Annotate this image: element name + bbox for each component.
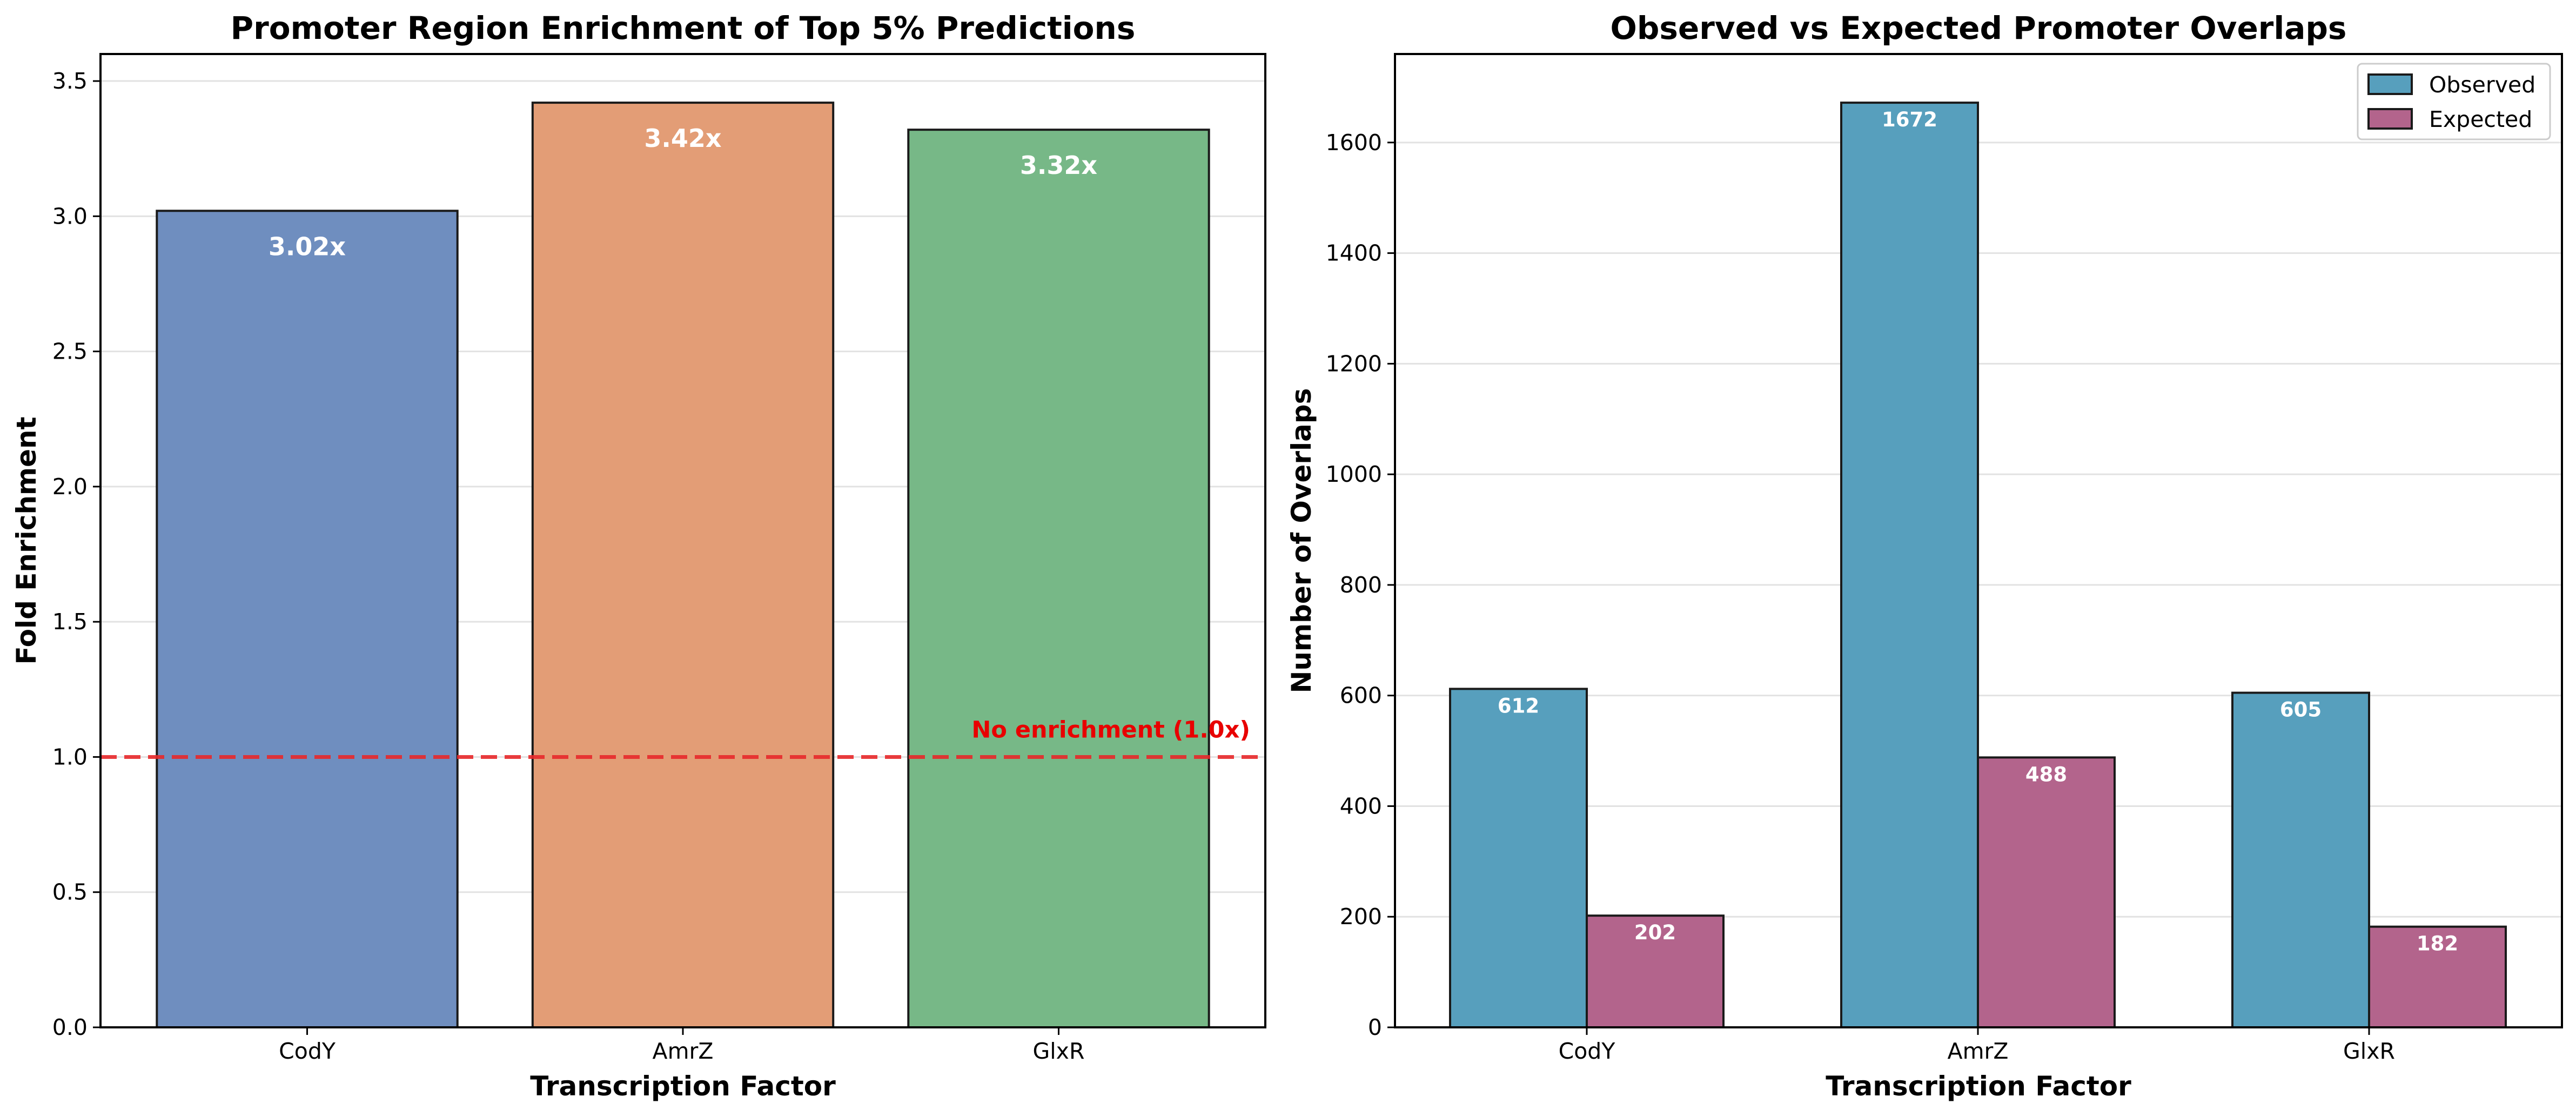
left-y-tick-label: 1.0: [52, 744, 88, 770]
right-y-ticks: 0 200 400 600 800 1000 1200 1400 1600: [1326, 130, 1395, 1040]
left-chart-title: Promoter Region Enrichment of Top 5% Pre…: [231, 10, 1136, 46]
bar-amrz: [531, 102, 835, 1029]
right-chart-title: Observed vs Expected Promoter Overlaps: [1611, 10, 2347, 46]
right-y-tick-label: 1000: [1326, 461, 1382, 487]
left-y-tick-label: 3.5: [52, 68, 88, 94]
left-y-ticks: 0.0 0.5 1.0 1.5 2.0 2.5 3.0 3.5: [52, 68, 100, 1040]
right-x-ticks: CodY AmrZ GlxR: [1559, 1027, 2395, 1064]
legend-swatch-expected: [2367, 108, 2413, 130]
bar-value-label-observed-cody: 612: [1498, 694, 1539, 717]
right-x-tick-label: GlxR: [2343, 1038, 2395, 1064]
left-x-ticks: CodY AmrZ GlxR: [279, 1027, 1084, 1064]
right-y-tick-label: 600: [1340, 683, 1382, 709]
right-x-tick-label: CodY: [1559, 1038, 1616, 1064]
left-x-tick-label: AmrZ: [653, 1038, 714, 1064]
left-x-tick-label: GlxR: [1033, 1038, 1085, 1064]
left-y-axis-label: Fold Enrichment: [11, 416, 42, 664]
observed-vs-expected-chart: 612 202 1672 488 605 182 0 200 400 600 800 1000 120…: [1286, 10, 2563, 1102]
left-y-tick-label: 1.5: [52, 609, 88, 635]
legend-label-expected: Expected: [2429, 106, 2532, 132]
right-bars: [1449, 102, 2507, 1029]
right-y-tick-label: 800: [1340, 572, 1382, 598]
bar-cody: [156, 210, 459, 1028]
reference-line-label: No enrichment (1.0x): [971, 716, 1250, 743]
right-y-tick-label: 1200: [1326, 351, 1382, 376]
bar-value-label-observed-amrz: 1672: [1882, 108, 1937, 131]
right-y-tick-label: 400: [1340, 793, 1382, 819]
left-y-tick-label: 2.5: [52, 339, 88, 365]
left-y-tick-label: 0.0: [52, 1014, 88, 1040]
bar-value-label-cody: 3.02x: [269, 232, 346, 261]
legend-swatch-observed: [2367, 73, 2413, 95]
right-x-tick-label: AmrZ: [1948, 1038, 2009, 1064]
right-y-tick-label: 0: [1368, 1014, 1382, 1040]
bar-value-label-observed-glxr: 605: [2280, 698, 2322, 722]
bar-value-label-amrz: 3.42x: [644, 124, 721, 153]
legend-label-observed: Observed: [2429, 72, 2535, 98]
left-y-tick-label: 2.0: [52, 474, 88, 500]
reference-line-group: No enrichment (1.0x): [100, 716, 1265, 759]
bar-expected-amrz: [1977, 756, 2116, 1028]
right-y-tick-label: 1400: [1326, 240, 1382, 266]
left-y-tick-label: 3.0: [52, 203, 88, 229]
bar-expected-glxr: [2368, 925, 2507, 1029]
right-y-tick-label: 200: [1340, 904, 1382, 930]
right-y-tick-label: 1600: [1326, 130, 1382, 156]
bar-observed-amrz: [1840, 102, 1979, 1029]
right-bar-value-labels: 612 202 1672 488 605 182: [1498, 108, 2458, 955]
left-x-tick-label: CodY: [279, 1038, 336, 1064]
left-bars: [156, 102, 1210, 1029]
bar-observed-cody: [1449, 688, 1588, 1029]
bar-value-label-expected-amrz: 488: [2025, 763, 2067, 786]
left-x-axis-label: Transcription Factor: [530, 1071, 836, 1102]
left-bar-value-labels: 3.02x 3.42x 3.32x: [269, 124, 1097, 261]
bar-value-label-glxr: 3.32x: [1020, 151, 1097, 180]
bar-value-label-expected-glxr: 182: [2417, 932, 2458, 955]
bar-expected-cody: [1586, 914, 1725, 1029]
legend: Observed Expected: [2357, 63, 2551, 140]
bar-glxr: [907, 129, 1210, 1029]
bar-observed-glxr: [2231, 691, 2370, 1028]
bar-value-label-expected-cody: 202: [1634, 921, 1676, 944]
right-y-axis-label: Number of Overlaps: [1286, 388, 1317, 694]
left-y-tick-label: 0.5: [52, 879, 88, 905]
right-x-axis-label: Transcription Factor: [1826, 1071, 2131, 1102]
fold-enrichment-chart: No enrichment (1.0x) 3.02x 3.42x 3.32x 0.0…: [11, 10, 1266, 1102]
